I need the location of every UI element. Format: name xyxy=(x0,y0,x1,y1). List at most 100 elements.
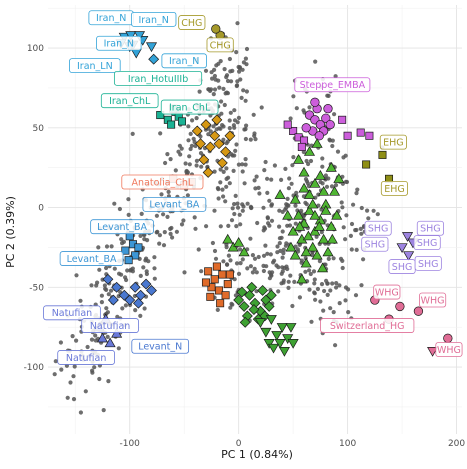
background-sample-point xyxy=(221,137,226,142)
background-sample-point xyxy=(154,230,159,235)
background-sample-point xyxy=(206,87,211,92)
background-sample-point xyxy=(238,247,243,252)
group-label-box xyxy=(364,220,392,236)
background-sample-point xyxy=(325,281,330,286)
background-sample-point xyxy=(323,262,328,267)
background-sample-point xyxy=(183,161,188,166)
group-label-box xyxy=(96,35,142,51)
background-sample-point xyxy=(294,190,299,195)
background-sample-point xyxy=(371,208,376,213)
group-label: EHG xyxy=(380,181,409,196)
background-sample-point xyxy=(281,251,286,256)
sample-point xyxy=(118,289,130,301)
background-sample-point xyxy=(269,202,274,207)
sample-point xyxy=(209,130,221,142)
background-sample-point xyxy=(199,164,204,169)
sample-point xyxy=(223,280,232,289)
background-sample-point xyxy=(248,264,253,269)
background-sample-point xyxy=(145,238,150,243)
sample-point xyxy=(239,316,251,328)
background-sample-point xyxy=(229,152,234,157)
background-sample-point xyxy=(89,283,94,288)
background-sample-point xyxy=(72,364,77,369)
background-sample-point xyxy=(318,299,323,304)
background-sample-point xyxy=(233,193,238,198)
background-sample-point xyxy=(252,178,257,183)
background-sample-point xyxy=(124,277,129,283)
background-sample-point xyxy=(224,245,229,250)
background-sample-point xyxy=(126,197,131,202)
sample-point xyxy=(218,270,227,279)
background-sample-point xyxy=(203,68,209,73)
sample-point xyxy=(210,275,219,284)
background-sample-point xyxy=(331,310,336,315)
group-label: WHG xyxy=(419,292,447,308)
group-label-text: Iran_LN xyxy=(77,61,113,72)
group-label-text: Steppe_EMBA xyxy=(300,80,366,91)
background-sample-point xyxy=(104,287,109,292)
group-label-box xyxy=(361,236,389,252)
background-sample-point xyxy=(234,83,240,88)
background-sample-point xyxy=(353,293,359,298)
sample-point xyxy=(278,347,290,357)
background-sample-point xyxy=(269,273,274,278)
background-sample-point xyxy=(96,245,101,250)
sample-point xyxy=(318,185,330,196)
background-sample-point xyxy=(215,307,220,312)
group-label: Levant_BA xyxy=(90,219,154,235)
y-tick-label: 50 xyxy=(33,124,45,134)
background-sample-point xyxy=(324,184,330,189)
group-label: Iran_HotuIIIb xyxy=(113,70,203,86)
background-sample-point xyxy=(224,262,230,267)
group-label-box xyxy=(419,292,447,308)
background-sample-point xyxy=(281,280,286,285)
sample-point xyxy=(293,154,305,164)
background-sample-point xyxy=(52,372,57,377)
background-sample-point xyxy=(308,271,313,277)
background-sample-point xyxy=(138,233,143,238)
x-axis-title: PC 1 (0.84%) xyxy=(221,448,293,461)
background-sample-point xyxy=(365,208,370,213)
background-sample-point xyxy=(241,60,246,65)
background-sample-point xyxy=(126,212,131,217)
group-label-box xyxy=(373,284,401,300)
group-label: Natufian xyxy=(81,318,139,333)
background-sample-point xyxy=(279,271,284,276)
group-label-box xyxy=(113,70,203,86)
background-sample-point xyxy=(346,287,351,292)
background-sample-point xyxy=(162,230,167,235)
background-sample-point xyxy=(176,149,181,154)
background-sample-point xyxy=(218,167,223,172)
group-label: Natufian xyxy=(43,305,101,321)
background-sample-point xyxy=(105,334,110,339)
sample-point xyxy=(293,209,305,220)
background-sample-point xyxy=(228,258,233,263)
background-sample-point xyxy=(265,251,270,256)
background-sample-point xyxy=(301,149,306,155)
background-sample-point xyxy=(74,273,79,278)
background-sample-point xyxy=(92,365,97,370)
background-sample-point xyxy=(339,200,344,205)
background-sample-point xyxy=(74,338,79,343)
background-sample-point xyxy=(59,367,64,372)
background-sample-point xyxy=(228,305,233,310)
x-tick-label: 100 xyxy=(339,439,356,449)
background-sample-point xyxy=(263,243,268,248)
background-sample-point xyxy=(198,151,204,156)
sample-point xyxy=(263,300,275,312)
group-label-text: SHG xyxy=(392,262,413,273)
background-sample-point xyxy=(185,193,190,198)
group-switzerland-hg xyxy=(427,347,439,357)
background-sample-point xyxy=(346,310,351,315)
background-sample-point xyxy=(224,184,229,189)
sample-point xyxy=(216,299,225,308)
background-sample-point xyxy=(230,206,235,211)
background-sample-point xyxy=(112,266,117,271)
background-sample-point xyxy=(223,199,228,204)
group-label-box xyxy=(142,196,207,212)
group-label-text: Iran_N xyxy=(104,39,134,50)
group-label: CHG xyxy=(178,15,206,30)
background-sample-point xyxy=(232,211,237,217)
background-sample-point xyxy=(293,203,298,208)
background-sample-point xyxy=(243,98,248,103)
